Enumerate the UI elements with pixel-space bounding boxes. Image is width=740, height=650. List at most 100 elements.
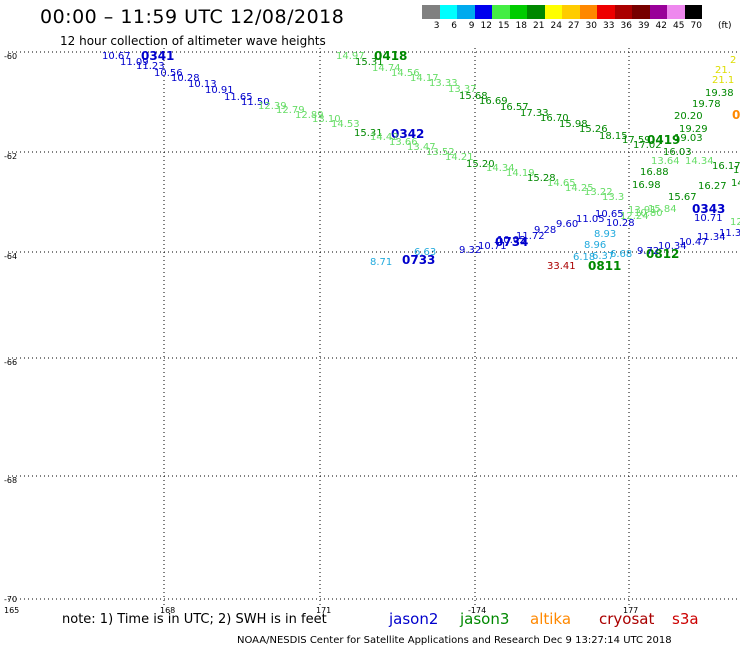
page-title: 00:00 – 11:59 UTC 12/08/2018 — [40, 6, 345, 28]
wave-height-value: 16.03 — [663, 147, 692, 158]
wave-height-value: 11.34 — [697, 232, 726, 243]
longitude-label: 177 — [623, 606, 639, 615]
longitude-label: -174 — [468, 606, 487, 615]
wave-height-value: 17.59 — [622, 135, 651, 146]
note-text: note: 1) Time is in UTC; 2) SWH is in fe… — [62, 612, 327, 627]
wave-height-value: 6.37 — [592, 251, 615, 262]
wave-height-value: 11.05 — [576, 214, 605, 225]
longitude-label: 168 — [160, 606, 176, 615]
color-swatch — [614, 5, 632, 19]
wave-height-value: 10.13 — [188, 79, 217, 90]
wave-height-value: 10.34 — [658, 241, 687, 252]
wave-height-value: 15.67 — [668, 192, 697, 203]
wave-height-value: 12.79 — [276, 105, 305, 116]
color-swatch — [597, 5, 615, 19]
wave-height-value: 9.28 — [534, 225, 557, 236]
wave-height-value: 10.05 — [497, 235, 526, 246]
color-scale-label: 45 — [673, 21, 685, 31]
wave-height-value: 13.3 — [602, 192, 625, 203]
color-swatch — [544, 5, 562, 19]
pass-label: 0733 — [402, 253, 436, 267]
wave-height-value: 10.71 — [694, 213, 723, 224]
wave-height-value: 15.98 — [559, 119, 588, 130]
color-scale-bar — [422, 5, 702, 19]
color-swatch — [562, 5, 580, 19]
legend-s3a: s3a — [672, 610, 699, 628]
pass-label: 05 — [732, 108, 740, 122]
wave-height-value: 19.29 — [679, 124, 708, 135]
wave-height-value: 18.15 — [599, 131, 628, 142]
wave-height-value: 11.50 — [241, 97, 270, 108]
wave-height-value: 13.91 — [628, 205, 657, 216]
pass-label: 0419 — [647, 133, 681, 147]
wave-height-value: 15.28 — [527, 173, 556, 184]
wave-height-value: 19.38 — [705, 88, 734, 99]
color-scale-label: 15 — [498, 21, 510, 31]
color-scale-label: 24 — [550, 21, 562, 31]
wave-height-value: 16.69 — [479, 96, 508, 107]
wave-height-value: 9.72 — [637, 246, 660, 257]
color-scale-label: 33 — [603, 21, 615, 31]
wave-height-value: 10.91 — [205, 85, 234, 96]
color-swatch — [667, 5, 685, 19]
color-swatch — [579, 5, 597, 19]
wave-height-value: 16.57 — [500, 102, 529, 113]
color-swatch — [439, 5, 457, 19]
legend-jason2: jason2 — [389, 610, 439, 628]
wave-height-map: 0341 0418 0342 0419 0343 0734 0733 0811 0812 05 10… — [8, 48, 740, 606]
wave-height-value: 14.25 — [565, 183, 594, 194]
wave-height-value: 21.1 — [712, 75, 735, 86]
wave-height-value: 11.3 — [719, 228, 740, 239]
page-subtitle: 12 hour collection of altimeter wave hei… — [60, 34, 326, 48]
wave-height-value: 14.42 — [370, 132, 399, 143]
wave-height-value: 12.24 — [620, 211, 649, 222]
wave-height-value: 14.21 — [445, 152, 474, 163]
color-scale-label: 12 — [480, 21, 492, 31]
legend-altika: altika — [530, 610, 572, 628]
color-scale-label: 30 — [585, 21, 597, 31]
wave-height-value: 11.23 — [136, 61, 165, 72]
color-swatch — [684, 5, 702, 19]
wave-height-value: 15.20 — [466, 159, 495, 170]
legend-cryosat: cryosat — [599, 610, 655, 628]
wave-height-value: 9.60 — [556, 219, 579, 230]
wave-height-value: 33.41 — [547, 261, 576, 272]
latitude-label: -64 — [4, 252, 18, 261]
wave-height-value: 19.03 — [674, 133, 703, 144]
color-scale-label: 42 — [655, 21, 667, 31]
color-swatch — [649, 5, 667, 19]
pass-label: 0342 — [391, 127, 425, 141]
wave-height-value: 13.47 — [407, 142, 436, 153]
wave-height-value: 8.71 — [370, 257, 393, 268]
wave-height-value: 9.32 — [459, 245, 482, 256]
color-swatch — [457, 5, 475, 19]
wave-height-value: 12.89 — [295, 110, 324, 121]
wave-height-value: 14.65 — [547, 178, 576, 189]
color-swatch — [492, 5, 510, 19]
wave-height-value: 12.39 — [258, 101, 287, 112]
wave-height-value: 13.22 — [584, 187, 613, 198]
wave-height-value: 13.64 — [651, 156, 680, 167]
map-grid — [8, 48, 740, 606]
wave-height-value: 10.67 — [102, 51, 131, 62]
wave-height-value: 6.68 — [610, 249, 633, 260]
wave-height-value: 15.31 — [355, 57, 384, 68]
wave-height-value: 19.78 — [692, 99, 721, 110]
wave-height-value: 16.88 — [640, 167, 669, 178]
color-scale-label: 27 — [568, 21, 580, 31]
wave-height-value: 10.65 — [595, 209, 624, 220]
wave-height-value: 8.96 — [584, 240, 607, 251]
wave-height-value: 13.33 — [429, 78, 458, 89]
color-scale-label: 9 — [468, 21, 475, 31]
pass-label: 0812 — [646, 247, 680, 261]
color-scale-label: 3 — [433, 21, 440, 31]
wave-height-value: 16.98 — [632, 180, 661, 191]
pass-label: 0343 — [692, 202, 726, 216]
latitude-label: -70 — [4, 595, 18, 604]
wave-height-value: 16.70 — [540, 113, 569, 124]
wave-height-value: 13.10 — [312, 114, 341, 125]
pass-label: 0418 — [374, 49, 408, 63]
wave-height-value: 13.37 — [448, 84, 477, 95]
wave-height-value: 15.26 — [579, 124, 608, 135]
latitude-label: -68 — [4, 476, 18, 485]
